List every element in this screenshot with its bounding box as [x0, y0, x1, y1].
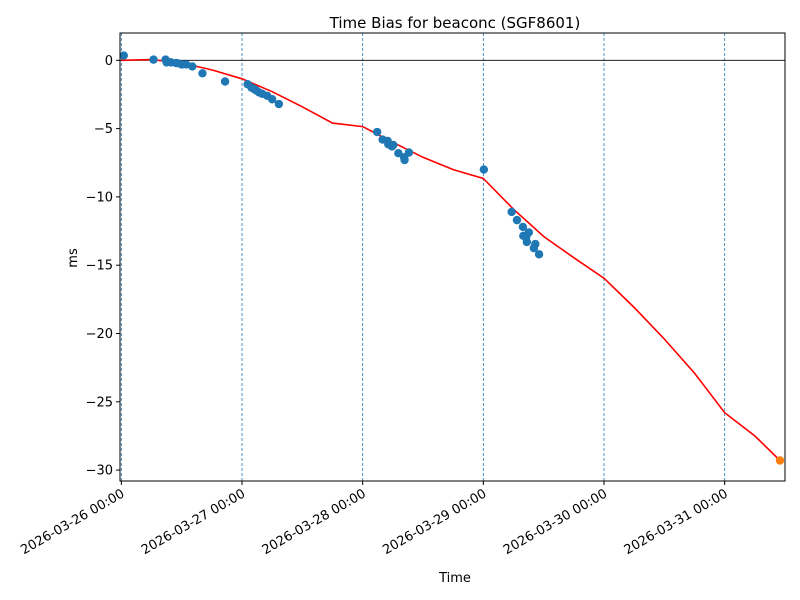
plot-frame	[119, 32, 786, 482]
data-point-42	[534, 250, 544, 259]
data-point-32	[479, 165, 489, 174]
data-point-41	[531, 239, 540, 249]
data-point-12	[220, 77, 230, 86]
data-point-27	[389, 140, 398, 150]
fit-curve-line	[121, 58, 781, 462]
data-point-20	[267, 95, 277, 104]
y-tick-label: −10	[86, 190, 113, 205]
y-tick-label: −25	[86, 395, 113, 410]
x-axis-label: Time	[438, 571, 471, 586]
data-point-11	[198, 69, 207, 78]
data-point-21	[274, 99, 284, 109]
data-point-31	[404, 148, 414, 157]
y-tick-label: −5	[94, 122, 113, 137]
y-tick-label: −15	[86, 259, 113, 274]
data-point-33	[507, 207, 516, 217]
y-tick-label: −20	[86, 327, 113, 342]
y-axis-label: ms	[66, 248, 81, 268]
data-point-30	[400, 155, 409, 165]
data-point-38	[522, 237, 532, 247]
data-point-35	[518, 222, 528, 232]
data-point-22	[372, 127, 382, 137]
highlight-point-0	[775, 456, 785, 465]
data-point-0	[119, 51, 128, 60]
y-tick-label: 0	[105, 54, 113, 69]
data-point-10	[188, 62, 197, 71]
plot-area	[119, 33, 785, 481]
data-point-34	[512, 215, 522, 225]
data-point-1	[149, 55, 158, 64]
chart-title: Time Bias for beaconc (SGF8601)	[329, 14, 581, 32]
data-point-39	[524, 228, 534, 237]
y-tick-label: −30	[86, 464, 113, 479]
